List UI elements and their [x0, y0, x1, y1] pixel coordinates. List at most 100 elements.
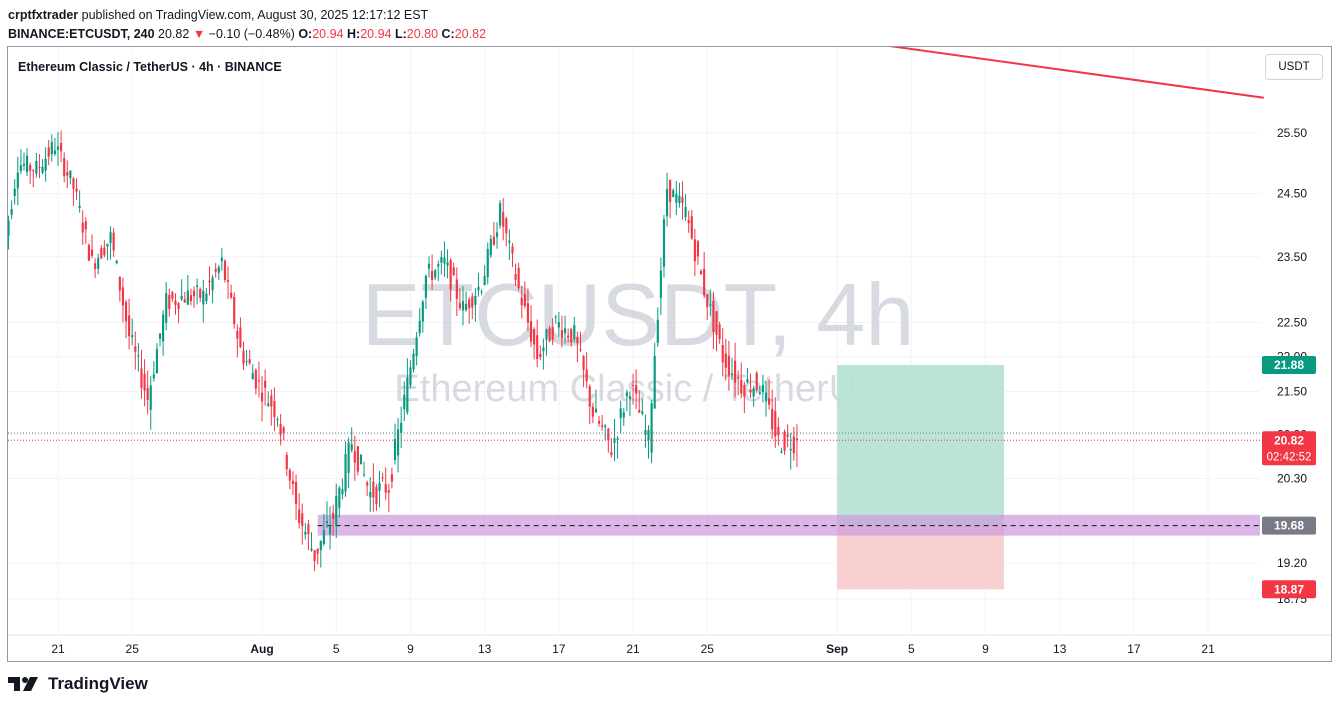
candle-body [134, 346, 137, 352]
candle-body [50, 141, 53, 155]
candle-body [273, 400, 276, 418]
tradingview-logo[interactable]: TradingView [8, 674, 148, 694]
target-price-tag: 21.88 [1274, 358, 1304, 372]
candle-body [325, 521, 329, 524]
candle-body [523, 294, 526, 306]
candle-body [520, 297, 523, 306]
candle-body [678, 195, 681, 204]
candle-body [214, 268, 217, 272]
current-price-tag-countdown: 02:42:52 [1267, 451, 1312, 463]
candle-body [403, 394, 406, 410]
candle-body [672, 190, 675, 198]
candle-body [270, 395, 273, 407]
candle-body [226, 280, 230, 282]
candle-body [118, 276, 121, 291]
candle-body [84, 221, 87, 230]
candle-body [279, 423, 282, 435]
candle-body [461, 301, 465, 311]
candle-body [338, 487, 341, 508]
candle-body [400, 422, 403, 433]
candle-body [369, 491, 372, 498]
candle-body [783, 431, 786, 451]
candle-body [381, 477, 384, 479]
candle-body [554, 316, 557, 318]
candle-body [387, 490, 390, 493]
candle-body [353, 451, 356, 463]
candle-body [641, 411, 644, 414]
candle-body [22, 163, 26, 166]
candle-body [693, 239, 696, 262]
candle-body [356, 446, 359, 472]
candle-body [149, 385, 152, 410]
candle-body [508, 240, 511, 243]
candle-body [140, 368, 143, 388]
candle-body [529, 321, 533, 342]
candle-body [307, 524, 310, 535]
low-label: L: [394, 27, 407, 41]
candle-body [542, 347, 545, 352]
candle-body [16, 172, 19, 189]
author-name[interactable]: crptfxtrader [8, 8, 79, 22]
candle-body [684, 206, 687, 218]
price-tick-label: 20.30 [1277, 472, 1307, 486]
candle-body [397, 429, 400, 456]
close-label: C: [441, 27, 455, 41]
candle-body [625, 392, 628, 397]
time-tick-label: 25 [701, 642, 715, 656]
candle-body [301, 513, 304, 526]
candle-body [647, 429, 650, 440]
candle-body [489, 238, 492, 256]
candle-body [10, 209, 13, 216]
candle-body [328, 525, 332, 535]
target-price-tag-bg [1262, 356, 1316, 375]
candle-body [514, 274, 517, 280]
candle-body [604, 425, 607, 428]
candle-body [749, 390, 752, 393]
candle-body [26, 155, 29, 173]
candle-body [579, 349, 582, 351]
candle-body [47, 147, 50, 157]
position-zones [317, 365, 1260, 590]
candle-body [712, 300, 715, 333]
candle-body [106, 243, 109, 247]
candle-body [319, 540, 322, 551]
candle-body [789, 448, 792, 451]
candle-body [298, 509, 301, 524]
candle-body [740, 379, 743, 394]
close-value: 20.82 [454, 27, 487, 41]
currency-button[interactable]: USDT [1265, 54, 1323, 80]
candle-body [236, 331, 239, 339]
candle-body [44, 158, 47, 171]
candle-body [202, 290, 205, 305]
candle-body [427, 263, 431, 269]
candle-body [597, 420, 601, 424]
price-tick-label: 23.50 [1277, 250, 1307, 264]
candle-body [424, 276, 427, 298]
candle-body [220, 257, 223, 262]
ohlc-line: BINANCE:ETCUSDT, 240 20.82 ▼ −0.10 (−0.4… [8, 25, 486, 44]
candle-body [350, 444, 353, 451]
candle-body [607, 428, 610, 441]
candle-body [124, 301, 128, 322]
candle-body [409, 367, 412, 386]
candle-body [72, 178, 75, 189]
candle-body [171, 292, 174, 299]
candle-body [777, 426, 780, 435]
candle-body [551, 327, 554, 340]
brand-name: TradingView [48, 674, 148, 693]
time-tick-label: 21 [1201, 642, 1215, 656]
candle-body [81, 222, 84, 233]
time-tick-label: 5 [333, 642, 340, 656]
candle-body [752, 388, 755, 397]
open-label: O: [298, 27, 313, 41]
candle-body [362, 474, 366, 476]
candle-body [681, 197, 684, 203]
candle-body [758, 392, 761, 394]
candle-body [32, 170, 35, 172]
candle-body [665, 189, 669, 217]
candle-body [29, 165, 32, 171]
candle-body [94, 263, 97, 270]
chart-frame[interactable]: ETCUSDT, 4h Ethereum Classic / TetherUS 2… [7, 46, 1332, 662]
candle-body [421, 301, 424, 322]
